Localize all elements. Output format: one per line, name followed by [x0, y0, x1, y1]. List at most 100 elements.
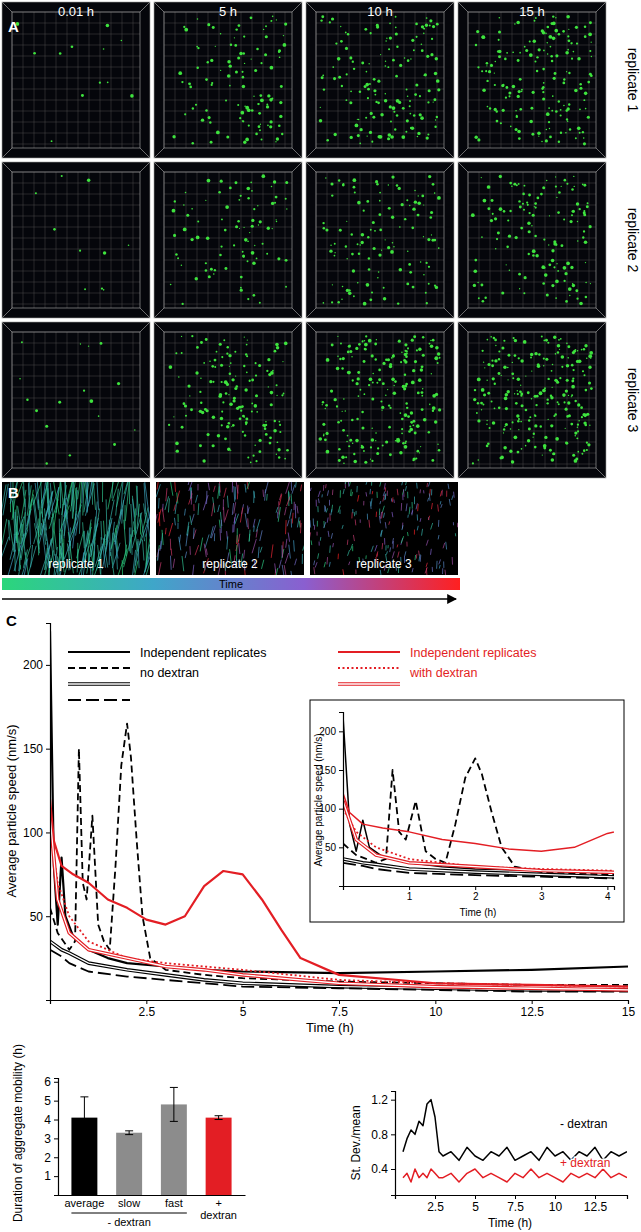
- grid-line: [164, 133, 292, 134]
- track: [125, 482, 129, 521]
- particle: [364, 340, 366, 342]
- grid-line: [382, 172, 383, 308]
- particle: [392, 106, 396, 110]
- particle: [325, 228, 328, 231]
- particle: [574, 459, 578, 463]
- particle: [577, 403, 580, 406]
- particle: [438, 449, 441, 452]
- particle: [542, 68, 545, 71]
- particle: [579, 208, 581, 210]
- particle: [486, 379, 487, 380]
- particle: [534, 235, 537, 238]
- particle: [107, 81, 109, 83]
- particle: [358, 253, 361, 256]
- particle: [322, 74, 324, 76]
- particle: [234, 44, 237, 47]
- particle: [505, 423, 508, 426]
- box-edge: [306, 308, 316, 318]
- particle: [385, 239, 386, 240]
- grid-line: [12, 464, 140, 465]
- particle: [572, 377, 574, 379]
- particle: [354, 191, 356, 193]
- grid-line: [164, 304, 292, 305]
- grid-line: [468, 249, 596, 250]
- particle: [370, 446, 372, 448]
- particle: [244, 336, 245, 337]
- particle: [342, 286, 344, 288]
- particle: [258, 450, 261, 453]
- grid-line: [360, 332, 361, 468]
- particle: [366, 283, 370, 287]
- particle: [214, 269, 216, 271]
- particle: [205, 269, 208, 272]
- grid-line: [404, 12, 405, 148]
- particle: [409, 271, 412, 274]
- particle: [130, 94, 134, 98]
- particle: [212, 381, 214, 383]
- particle: [366, 71, 368, 73]
- particle: [582, 184, 584, 186]
- particle: [393, 385, 394, 386]
- grid-line: [316, 45, 444, 46]
- particle: [518, 429, 519, 430]
- particle: [375, 180, 378, 183]
- grid-line: [285, 12, 286, 148]
- particle: [511, 372, 514, 375]
- particle: [411, 421, 413, 423]
- particle: [265, 25, 267, 27]
- particle: [503, 210, 506, 213]
- particle: [268, 386, 269, 387]
- particle: [368, 384, 370, 386]
- particle: [169, 365, 173, 369]
- particle: [368, 63, 369, 64]
- particle: [532, 254, 534, 256]
- particle: [514, 436, 518, 440]
- particle: [375, 358, 377, 360]
- particle: [518, 183, 520, 185]
- particle: [556, 263, 557, 264]
- particle: [259, 94, 262, 97]
- particle: [100, 342, 103, 345]
- particle: [250, 461, 252, 463]
- particle: [534, 446, 537, 449]
- particle: [536, 197, 539, 200]
- particle: [508, 354, 511, 357]
- particle: [353, 460, 357, 464]
- particle: [361, 241, 364, 244]
- particle: [378, 378, 381, 381]
- grid-line: [490, 12, 491, 148]
- particle: [482, 89, 486, 93]
- particle: [548, 121, 550, 123]
- particle: [537, 364, 540, 367]
- particle: [373, 89, 376, 92]
- particle: [186, 214, 189, 217]
- particle: [263, 29, 264, 30]
- particle: [368, 339, 372, 343]
- grid-line: [164, 376, 292, 377]
- particle: [477, 378, 481, 382]
- particle: [336, 405, 338, 407]
- particle: [583, 348, 586, 351]
- particle: [385, 65, 387, 67]
- particle: [422, 354, 425, 357]
- particle: [498, 407, 501, 410]
- particle: [483, 361, 484, 362]
- particle: [386, 38, 387, 39]
- particle: [411, 39, 414, 42]
- grid-line: [12, 23, 140, 24]
- particle: [98, 415, 100, 417]
- particle: [173, 234, 176, 237]
- particle: [547, 53, 549, 55]
- particle: [552, 95, 554, 97]
- box-edge: [316, 332, 444, 468]
- particle: [522, 203, 524, 205]
- particle: [574, 349, 576, 351]
- particle: [412, 207, 415, 210]
- particle: [579, 302, 583, 306]
- particle: [366, 200, 369, 203]
- particle: [514, 23, 515, 24]
- particle: [579, 108, 581, 110]
- particle: [535, 207, 537, 209]
- grid-line: [133, 172, 134, 308]
- particle: [258, 125, 261, 128]
